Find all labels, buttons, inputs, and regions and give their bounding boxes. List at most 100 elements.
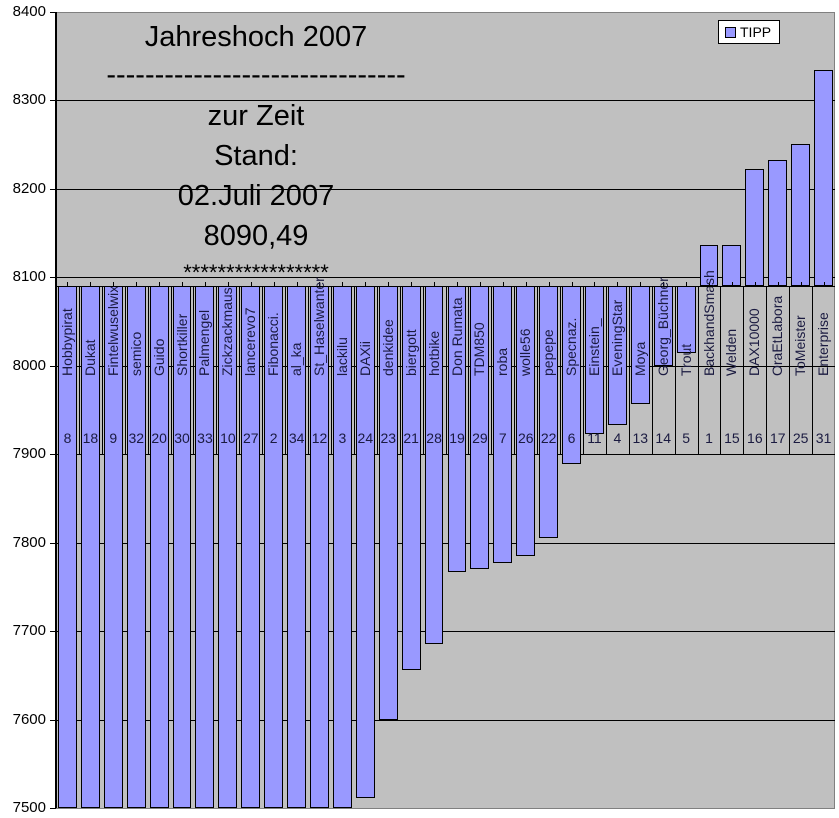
category-separator xyxy=(239,285,240,455)
category-separator xyxy=(675,285,676,455)
category-label: lackilu xyxy=(333,336,350,376)
rank-label: 1 xyxy=(705,430,713,446)
rank-label: 13 xyxy=(632,430,649,446)
y-tick-label: 7500 xyxy=(12,799,46,816)
category-label: DAX10000 xyxy=(746,308,763,376)
rank-label: 32 xyxy=(128,430,145,446)
category-separator xyxy=(216,285,217,455)
x-tick xyxy=(480,281,481,287)
category-label: denkidee xyxy=(379,318,396,376)
category-label: Enterprise xyxy=(815,311,832,376)
category-label: Georg_Büchner xyxy=(654,276,671,376)
bar xyxy=(539,285,559,539)
category-separator xyxy=(629,285,630,455)
bar xyxy=(814,70,833,286)
x-tick xyxy=(90,281,91,287)
category-separator xyxy=(537,285,538,455)
y-tick-label: 8000 xyxy=(12,357,46,374)
rank-label: 14 xyxy=(655,430,671,446)
annotation-stars: ***************** xyxy=(183,260,329,285)
category-label: Einstein_ xyxy=(585,318,602,376)
rank-label: 17 xyxy=(769,430,786,446)
category-label: hotbike xyxy=(425,330,442,376)
category-separator xyxy=(468,285,469,455)
rank-label: 6 xyxy=(567,430,576,446)
category-separator xyxy=(720,285,721,455)
y-tick xyxy=(50,808,56,809)
category-separator xyxy=(331,285,332,455)
category-separator xyxy=(148,285,149,455)
x-tick xyxy=(182,281,183,287)
bar xyxy=(516,285,536,556)
category-separator xyxy=(102,285,103,455)
rank-label: 16 xyxy=(747,430,763,446)
rank-label: 20 xyxy=(151,430,167,446)
gridline xyxy=(56,100,835,101)
bar xyxy=(745,169,765,286)
category-label: OraEtLabora xyxy=(769,295,786,376)
rank-label: 5 xyxy=(682,430,690,446)
category-separator xyxy=(262,285,263,455)
bar xyxy=(722,244,742,286)
legend-label: TIPP xyxy=(740,24,772,40)
y-tick-label: 7600 xyxy=(12,711,46,728)
x-tick xyxy=(342,281,343,287)
category-label: Trout xyxy=(677,343,694,376)
category-label: Guido xyxy=(150,338,167,376)
x-tick xyxy=(549,281,550,287)
y-tick xyxy=(50,12,56,13)
annotation-title: Jahreshoch 2007 xyxy=(144,21,368,53)
x-tick xyxy=(617,281,618,287)
category-separator xyxy=(285,285,286,455)
y-tick-label: 8300 xyxy=(12,91,46,108)
legend-swatch-icon xyxy=(725,26,736,38)
x-tick xyxy=(228,281,229,287)
rank-label: 8 xyxy=(63,430,72,446)
rank-label: 28 xyxy=(426,430,442,446)
y-tick-label: 8400 xyxy=(12,3,46,20)
x-tick xyxy=(640,281,641,287)
gridline xyxy=(56,277,835,278)
rank-label: 15 xyxy=(724,430,740,446)
rank-label: 34 xyxy=(288,430,305,446)
y-tick xyxy=(50,366,56,367)
y-tick xyxy=(50,543,56,544)
rank-label: 25 xyxy=(792,430,809,446)
x-tick xyxy=(136,281,137,287)
category-separator xyxy=(79,285,80,455)
bar xyxy=(791,143,811,286)
bar xyxy=(699,245,719,286)
gridline xyxy=(56,366,835,367)
category-separator xyxy=(308,285,309,455)
category-label: Specnaz. xyxy=(563,317,580,376)
rank-label: 22 xyxy=(540,430,557,446)
category-label: wolle56 xyxy=(517,328,534,376)
category-separator xyxy=(652,285,653,455)
category-separator xyxy=(789,285,790,455)
annotation-index-value: 8090,49 xyxy=(203,220,309,252)
category-separator xyxy=(377,285,378,455)
rank-label: 24 xyxy=(357,430,374,446)
rank-label: 30 xyxy=(174,430,190,446)
category-label: Fibonacci. xyxy=(265,311,282,376)
x-tick xyxy=(457,281,458,287)
x-tick xyxy=(732,281,733,287)
x-tick xyxy=(159,281,160,287)
rank-label: 19 xyxy=(449,430,465,446)
y-tick xyxy=(50,454,56,455)
category-separator xyxy=(812,285,813,455)
category-separator xyxy=(125,285,126,455)
x-tick xyxy=(801,281,802,287)
category-label: TDM850 xyxy=(471,322,488,376)
rank-label: 33 xyxy=(197,430,213,446)
y-tick-label: 7900 xyxy=(12,445,46,462)
plot-bottom-border xyxy=(56,808,835,809)
x-tick xyxy=(113,281,114,287)
rank-label: 27 xyxy=(242,430,259,446)
category-label: Shortkiller xyxy=(173,313,190,376)
y-tick xyxy=(50,100,56,101)
x-tick xyxy=(411,281,412,287)
x-tick xyxy=(251,281,252,287)
x-tick xyxy=(365,281,366,287)
rank-label: 23 xyxy=(380,430,397,446)
